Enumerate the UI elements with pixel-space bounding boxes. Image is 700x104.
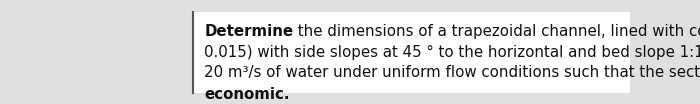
Text: Determine: Determine (204, 25, 293, 40)
Text: 20 m³/s of water under uniform flow conditions such that the section is the: 20 m³/s of water under uniform flow cond… (204, 65, 700, 80)
Text: 0.015) with side slopes at 45 ° to the horizontal and bed slope 1:1000 to discha: 0.015) with side slopes at 45 ° to the h… (204, 45, 700, 59)
Text: economic.: economic. (204, 87, 290, 102)
Text: the dimensions of a trapezoidal channel, lined with concrete (n =: the dimensions of a trapezoidal channel,… (293, 25, 700, 40)
FancyBboxPatch shape (193, 12, 630, 93)
